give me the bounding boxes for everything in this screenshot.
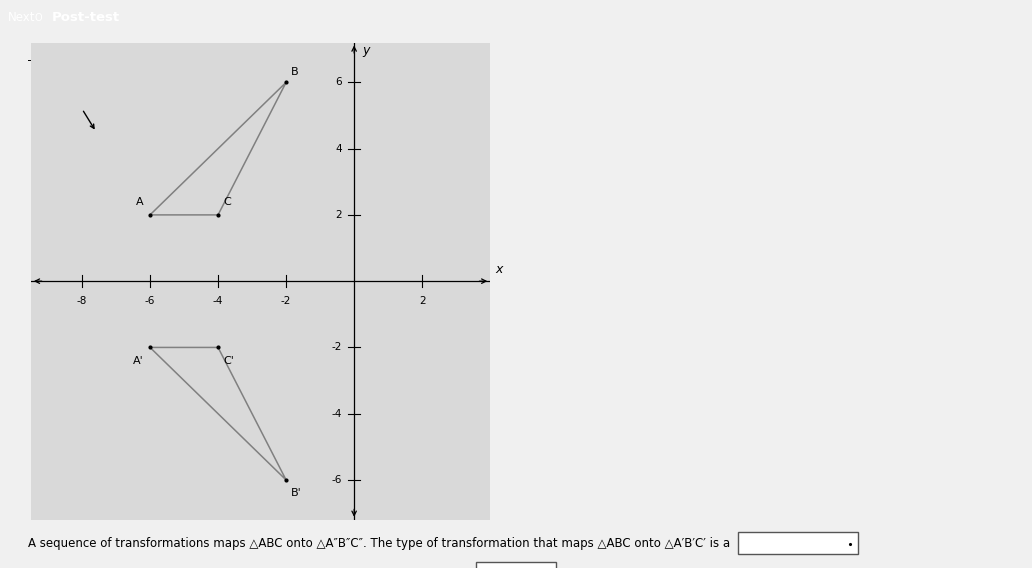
Text: 4: 4 <box>335 144 343 153</box>
FancyBboxPatch shape <box>476 562 556 568</box>
Text: Next: Next <box>8 11 36 24</box>
Text: C: C <box>223 197 231 207</box>
Text: B: B <box>291 68 299 77</box>
Text: y: y <box>362 44 369 57</box>
Text: O: O <box>34 12 41 23</box>
Text: -4: -4 <box>213 296 223 306</box>
Text: C': C' <box>223 356 234 366</box>
Text: x: x <box>495 263 503 276</box>
FancyBboxPatch shape <box>738 532 858 554</box>
Text: A: A <box>135 197 143 207</box>
Text: -2: -2 <box>332 343 343 352</box>
Text: -6: -6 <box>332 475 343 485</box>
Text: -6: -6 <box>144 296 155 306</box>
Text: Type the correct answer in each box. Spell all words correctly.: Type the correct answer in each box. Spe… <box>28 59 392 72</box>
Text: -4: -4 <box>332 409 343 419</box>
Text: -2: -2 <box>281 296 291 306</box>
Text: A sequence of transformations maps △ABC onto △A″B″C″. The type of transformation: A sequence of transformations maps △ABC … <box>28 537 730 550</box>
Text: 2: 2 <box>419 296 425 306</box>
Text: B': B' <box>291 488 302 498</box>
Text: A': A' <box>132 356 143 366</box>
Text: Post-test: Post-test <box>52 11 120 24</box>
Text: -8: -8 <box>76 296 87 306</box>
Text: 6: 6 <box>335 77 343 87</box>
Text: 2: 2 <box>335 210 343 220</box>
